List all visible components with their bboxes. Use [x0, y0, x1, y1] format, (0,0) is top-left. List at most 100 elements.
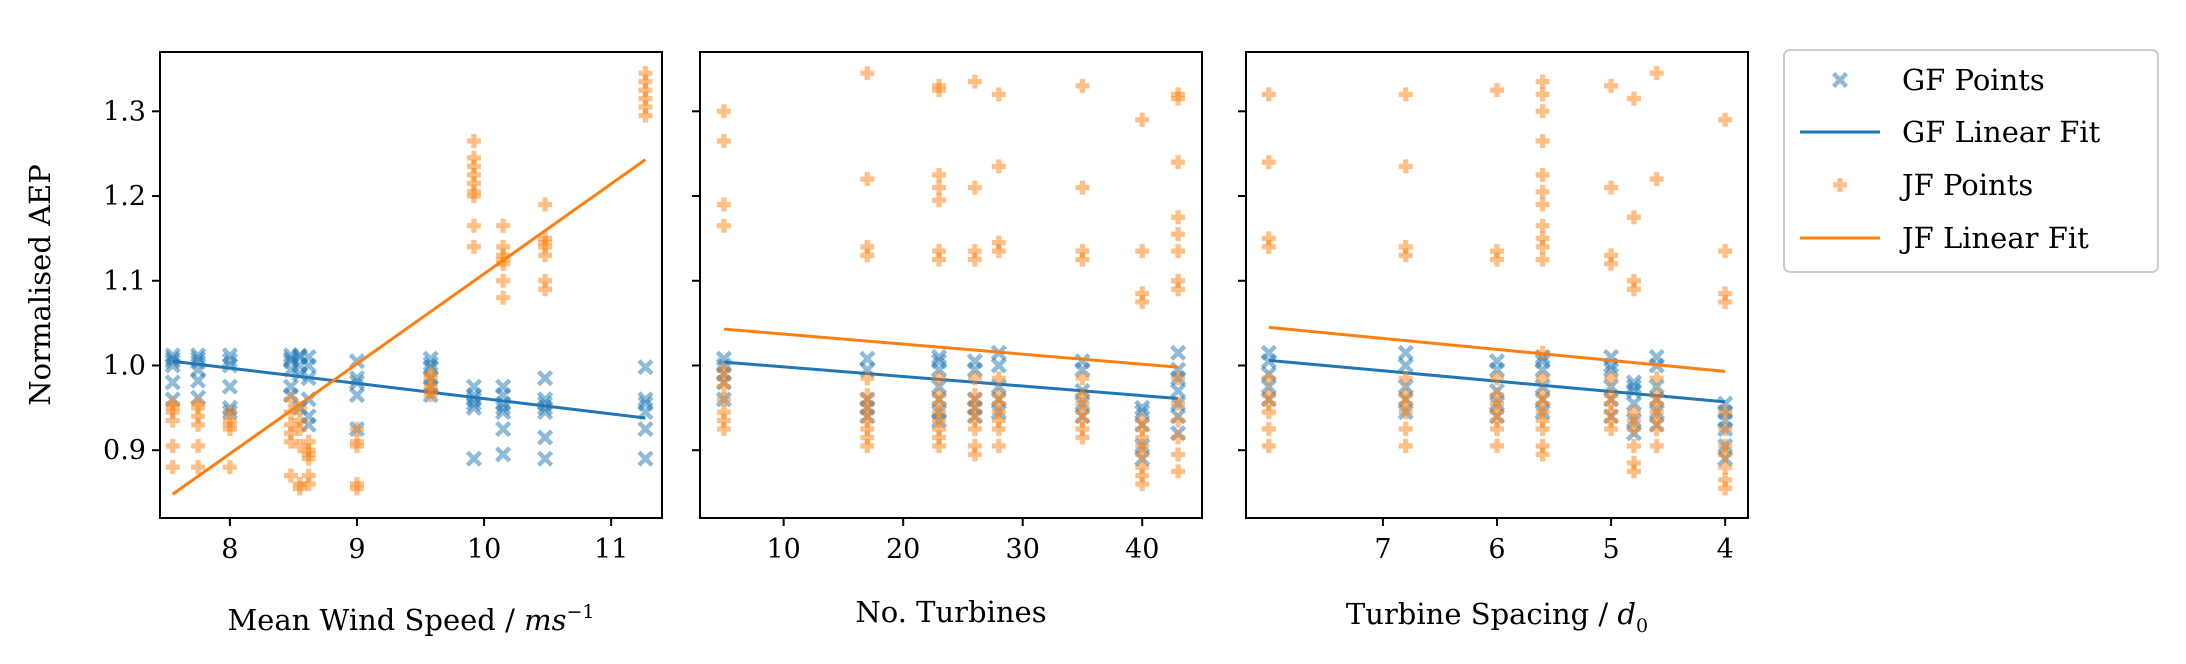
- x-tick-label: 30: [1006, 534, 1040, 565]
- jf-points-point: [1535, 104, 1550, 119]
- y-tick-label: 1.2: [103, 181, 146, 212]
- jf-points-point: [991, 388, 1006, 403]
- jf-points-point: [716, 362, 731, 377]
- jf-points-point: [1649, 438, 1664, 453]
- jf-points-point: [860, 396, 875, 411]
- x-axis-label: Turbine Spacing / d0: [1346, 597, 1648, 637]
- jf-points-point: [1649, 396, 1664, 411]
- axis-ticks: 8 9 10 11 0.9 1.0 1.1 1.2 1.3: [103, 96, 628, 565]
- jf-points-point: [1604, 413, 1619, 428]
- jf-points-point: [292, 438, 307, 453]
- jf-points-point: [991, 244, 1006, 259]
- jf-points-point: [1604, 248, 1619, 263]
- jf-points-point: [860, 388, 875, 403]
- jf-points-point: [423, 371, 438, 386]
- gf-points-point: [1534, 361, 1551, 378]
- jf-points-point: [1135, 468, 1150, 483]
- jf-points-point: [1171, 155, 1186, 170]
- jf-points-point: [1649, 413, 1664, 428]
- jf-points-point: [967, 180, 982, 195]
- gf-points-point: [164, 374, 181, 391]
- jf-points-point: [349, 438, 364, 453]
- gf-points-point: [221, 352, 238, 369]
- jf-points-point: [1261, 422, 1276, 437]
- jf-points-point: [1718, 481, 1733, 496]
- jf-points-point: [1398, 422, 1413, 437]
- jf-points-point: [1171, 447, 1186, 462]
- jf-points-point: [1135, 112, 1150, 127]
- jf-points-point: [496, 290, 511, 305]
- jf-points-point: [860, 422, 875, 437]
- jf-points-point: [1398, 405, 1413, 420]
- jf-points-point: [1718, 294, 1733, 309]
- jf-points-point: [967, 74, 982, 89]
- gf-points-point: [1397, 378, 1414, 395]
- jf-points-point: [932, 413, 947, 428]
- jf-points-point: [638, 91, 653, 106]
- jf-points-point: [1135, 244, 1150, 259]
- gf-linear-fit-line: [723, 360, 1179, 401]
- gf-points-point: [1625, 378, 1643, 395]
- gf-points-point: [930, 378, 948, 395]
- x-tick-label: 40: [1125, 534, 1159, 565]
- legend-label: JF Points: [1899, 168, 2033, 202]
- jf-points-point: [932, 252, 947, 267]
- gf-points-point: [1397, 357, 1414, 374]
- jf-points-point: [466, 159, 481, 174]
- gf-points-point: [1260, 378, 1277, 395]
- jf-points-point: [1535, 405, 1550, 420]
- jf-points-point: [1398, 239, 1413, 254]
- jf-points-point: [1171, 464, 1186, 479]
- jf-points-point: [1490, 244, 1504, 259]
- chart-panel-spacing: 7 6 5 4 Turbine Spacing / d0: [1238, 51, 1749, 637]
- gf-points-point: [1134, 399, 1151, 416]
- jf-points-point: [1604, 422, 1619, 437]
- jf-points-point: [1604, 78, 1619, 93]
- jf-points-point: [1535, 184, 1550, 199]
- jf-points-point: [932, 167, 947, 182]
- gf-points-point: [465, 399, 482, 416]
- jf-points-point: [991, 413, 1006, 428]
- gf-points-point: [1625, 395, 1643, 412]
- jf-points-point: [1398, 248, 1413, 263]
- x-tick-label: 10: [467, 534, 501, 565]
- legend-label: GF Points: [1902, 63, 2045, 97]
- jf-points-point: [967, 413, 982, 428]
- jf-points-point: [1626, 438, 1641, 453]
- jf-points-point: [1261, 405, 1276, 420]
- jf-points-point: [466, 176, 481, 191]
- jf-points-point: [1171, 273, 1186, 288]
- jf-points-point: [222, 422, 237, 437]
- jf-points-point: [301, 434, 316, 449]
- jf-points-point: [1604, 396, 1619, 411]
- jf-points-point: [1490, 405, 1504, 420]
- gf-points-point: [465, 450, 482, 467]
- jf-points-point: [1718, 472, 1733, 487]
- legend-plus-marker: [1833, 178, 1847, 192]
- jf-points-point: [967, 405, 982, 420]
- jf-points-point: [1075, 422, 1090, 437]
- jf-points-point: [860, 413, 875, 428]
- jf-points-point: [1490, 252, 1504, 267]
- jf-points-point: [1135, 294, 1150, 309]
- jf-points-point: [165, 413, 180, 428]
- jf-points-point: [860, 438, 875, 453]
- jf-points-point: [301, 451, 316, 466]
- jf-points-point: [1718, 405, 1733, 420]
- jf-points-point: [1171, 396, 1186, 411]
- jf-points-point: [716, 104, 731, 119]
- scatter-points: [164, 66, 654, 496]
- jf-points-point: [1604, 405, 1619, 420]
- gf-points-point: [1170, 344, 1187, 361]
- gf-linear-fit-line: [172, 359, 646, 420]
- jf-points-point: [1535, 371, 1550, 386]
- gf-points-point: [1488, 361, 1506, 378]
- jf-points-point: [716, 379, 731, 394]
- x-tick-label: 20: [886, 534, 920, 565]
- jf-points-point: [1604, 388, 1619, 403]
- jf-points-point: [1398, 159, 1413, 174]
- jf-points-point: [991, 235, 1006, 250]
- gf-points-point: [190, 372, 207, 389]
- jf-points-point: [1626, 422, 1641, 437]
